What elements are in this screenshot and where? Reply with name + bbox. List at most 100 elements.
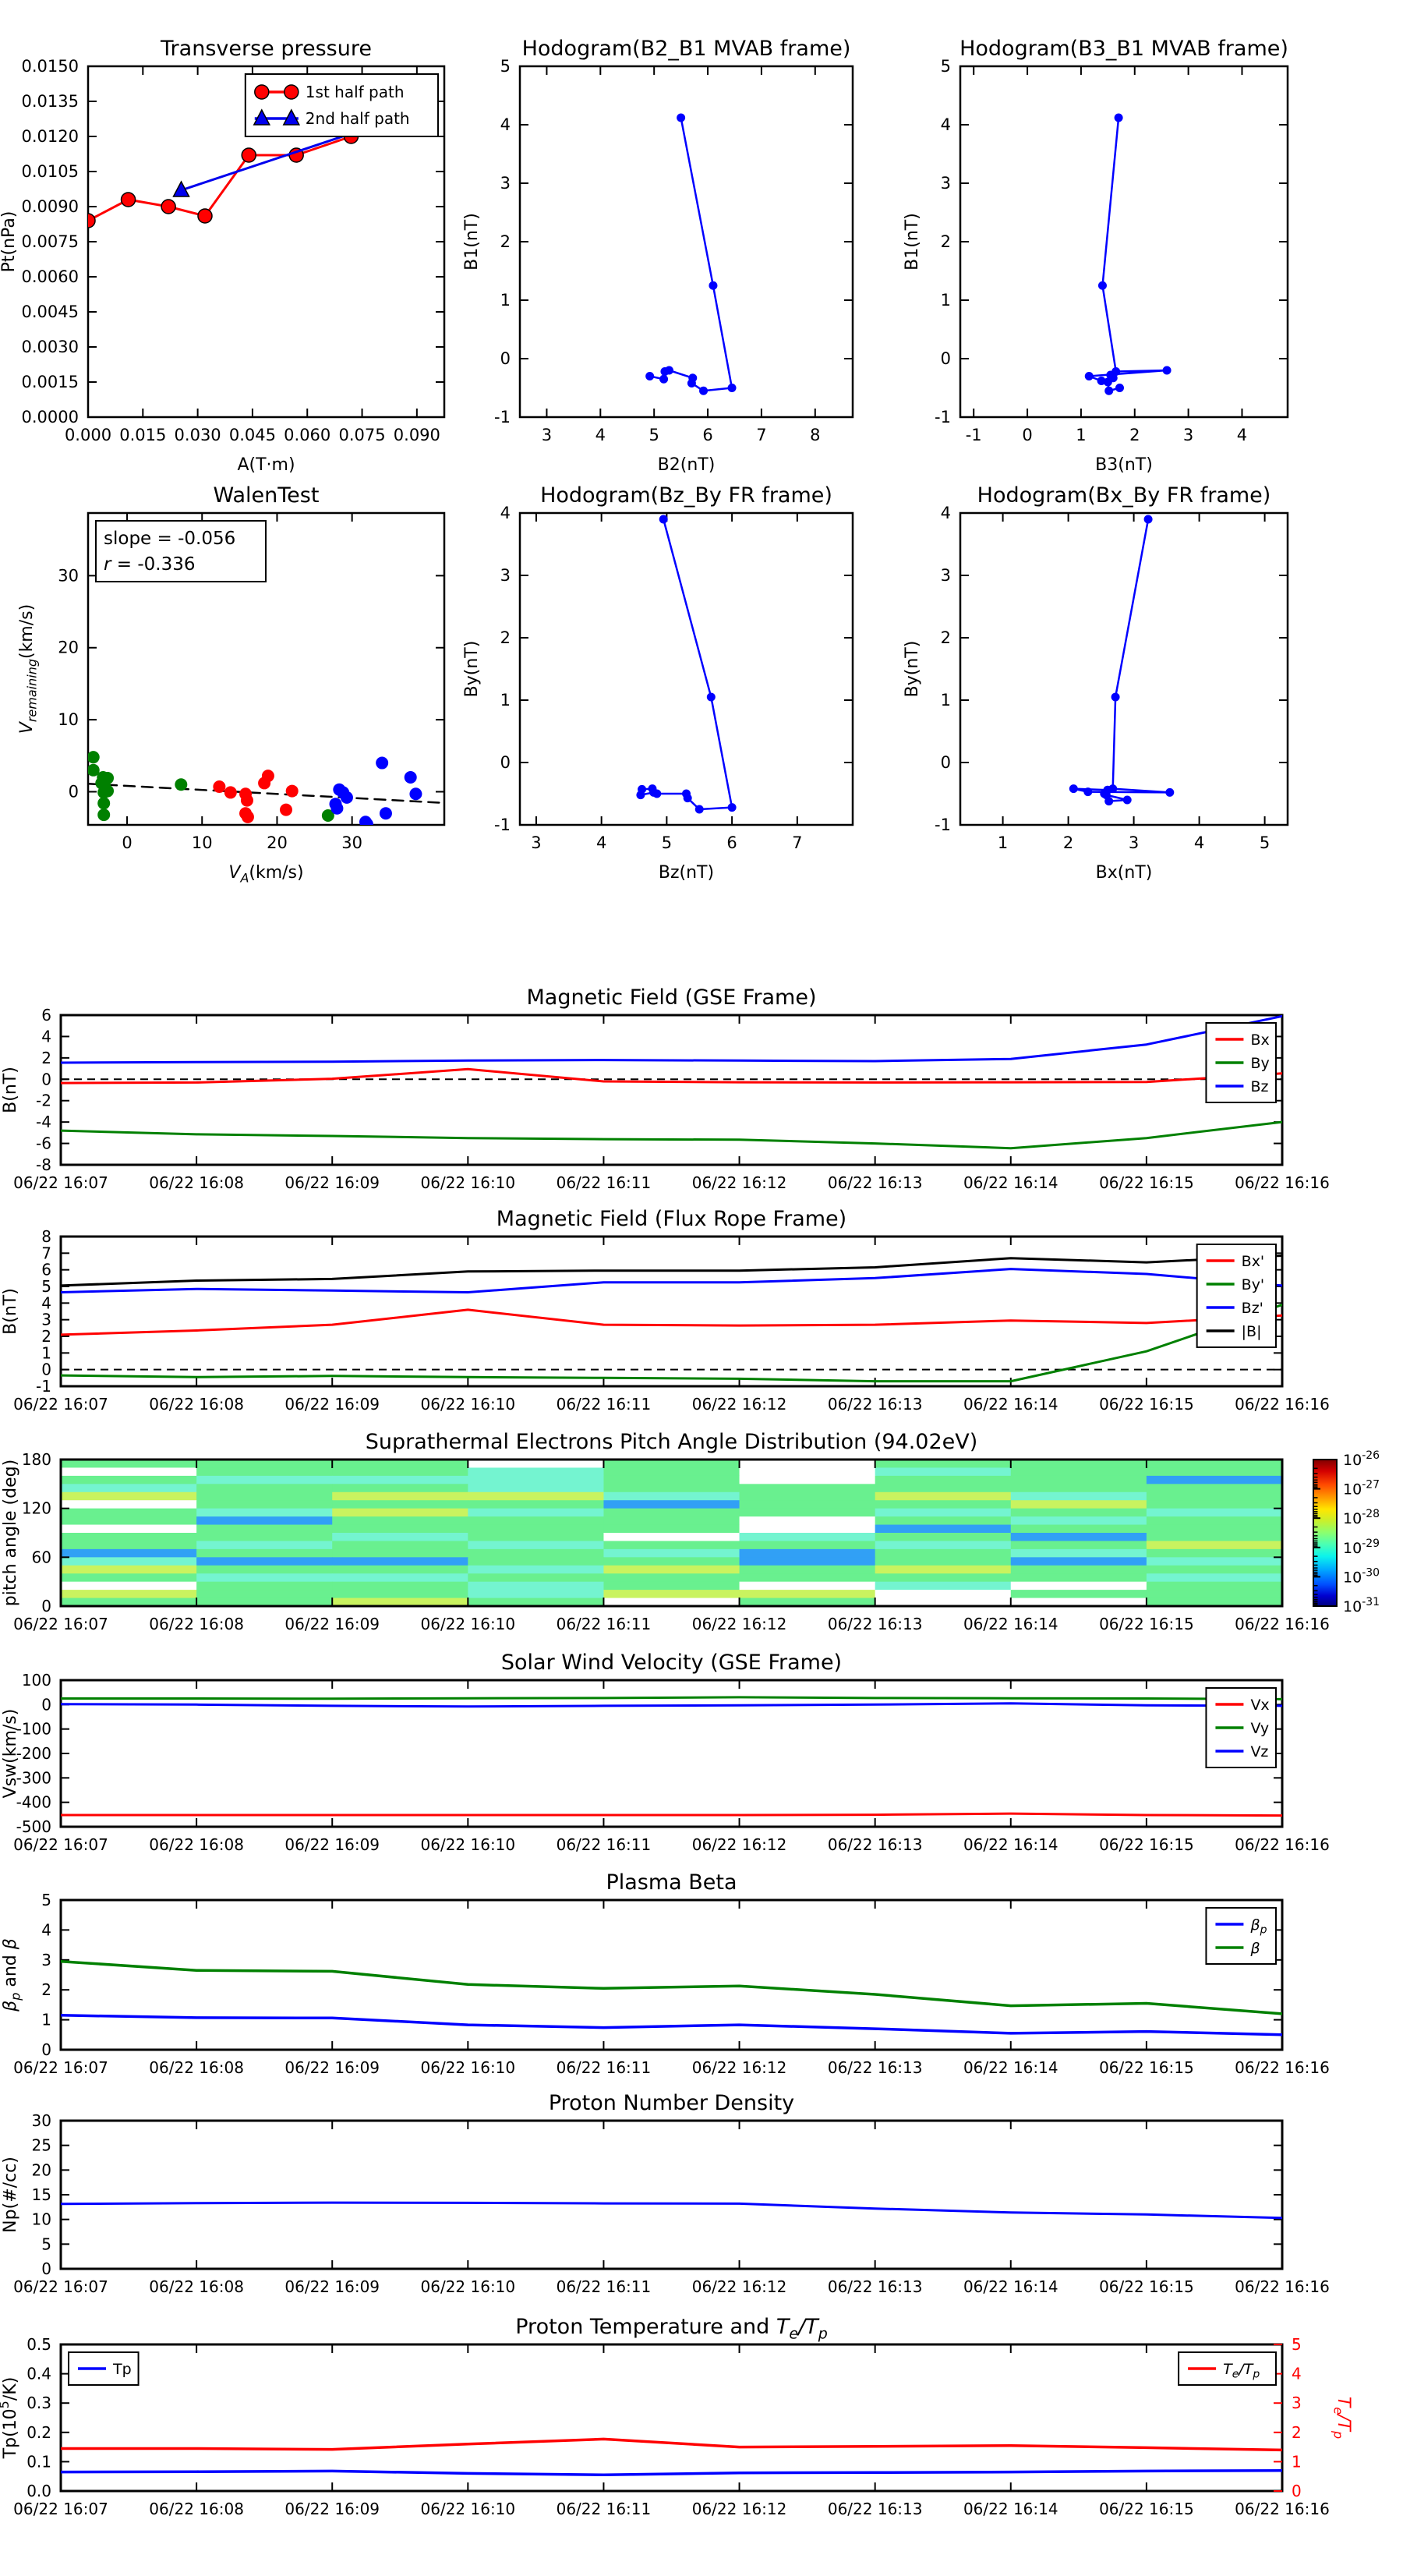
svg-text:3: 3 [1129, 833, 1139, 852]
panel-plasma-beta: 06/22 16:07 06/22 16:08 06/22 16:09 06/22 1… [1, 1870, 1330, 2077]
svg-text:6: 6 [702, 426, 712, 444]
svg-text:06/22 16:10: 06/22 16:10 [421, 1835, 516, 1854]
svg-text:0.3: 0.3 [27, 2394, 51, 2412]
svg-text:1: 1 [500, 291, 511, 310]
svg-text:06/22 16:10: 06/22 16:10 [421, 1173, 516, 1192]
svg-text:06/22 16:07: 06/22 16:07 [13, 2058, 108, 2077]
svg-text:3: 3 [531, 833, 541, 852]
svg-text:06/22 16:15: 06/22 16:15 [1099, 1835, 1194, 1854]
svg-text:βp: βp [1249, 1916, 1267, 1937]
svg-text:06/22 16:13: 06/22 16:13 [828, 2500, 923, 2518]
legend: Tp [68, 2351, 140, 2386]
svg-text:0: 0 [41, 1070, 51, 1088]
panel-proton-density: 06/22 16:07 06/22 16:08 06/22 16:09 06/22 1… [1, 2091, 1330, 2296]
svg-text:06/22 16:09: 06/22 16:09 [284, 1835, 380, 1854]
y-axis-label: Pt(nPa) [0, 211, 19, 273]
x-axis-label: Bx(nT) [1096, 863, 1153, 883]
svg-text:06/22 16:07: 06/22 16:07 [13, 2277, 108, 2296]
svg-text:0.000: 0.000 [65, 426, 111, 444]
svg-text:3: 3 [1292, 2394, 1302, 2412]
svg-text:-300: -300 [16, 1768, 51, 1787]
series-By' [61, 1304, 1282, 1383]
svg-text:06/22 16:08: 06/22 16:08 [149, 1835, 244, 1854]
svg-text:0.030: 0.030 [175, 426, 221, 444]
x-axis-label: B3(nT) [1095, 455, 1153, 475]
svg-text:3: 3 [41, 1951, 51, 1969]
svg-text:7: 7 [792, 833, 802, 852]
svg-text:Te/Tp: Te/Tp [1223, 2361, 1260, 2381]
svg-text:-4: -4 [36, 1113, 51, 1131]
svg-text:6: 6 [41, 1006, 51, 1024]
svg-text:3: 3 [542, 426, 552, 444]
svg-text:25: 25 [32, 2136, 51, 2155]
series-βp [61, 2014, 1282, 2036]
right-y-axis-label: Te/Tp [1331, 2397, 1353, 2439]
svg-text:20: 20 [58, 639, 79, 657]
svg-text:0.0015: 0.0015 [22, 373, 79, 391]
svg-text:06/22 16:14: 06/22 16:14 [963, 2058, 1058, 2077]
svg-text:1: 1 [500, 691, 511, 709]
svg-text:06/22 16:12: 06/22 16:12 [692, 1395, 787, 1414]
svg-text:06/22 16:11: 06/22 16:11 [557, 1835, 652, 1854]
svg-text:0.0030: 0.0030 [22, 338, 79, 356]
svg-text:-2: -2 [36, 1092, 51, 1110]
svg-text:06/22 16:09: 06/22 16:09 [284, 1395, 380, 1414]
x-axis-label: B2(nT) [658, 455, 716, 475]
series-Np [61, 2201, 1282, 2220]
svg-text:20: 20 [32, 2160, 51, 2179]
svg-text:06/22 16:11: 06/22 16:11 [557, 2277, 652, 2296]
x-axis-label: Bz(nT) [659, 863, 714, 883]
svg-text:4: 4 [1292, 2365, 1302, 2383]
svg-text:06/22 16:08: 06/22 16:08 [149, 1173, 244, 1192]
svg-text:-1: -1 [494, 408, 511, 426]
svg-text:0.0: 0.0 [27, 2482, 51, 2500]
svg-text:100: 100 [22, 1671, 51, 1690]
series-scatter-blue [329, 756, 422, 825]
panel-hodo-bxby: 1 2 3 4 5 -1 0 1 2 3 4 Hodogram(Bx_By FR frame) Bx(n… [903, 483, 1289, 883]
svg-text:06/22 16:12: 06/22 16:12 [692, 1615, 787, 1633]
svg-text:1: 1 [41, 2011, 51, 2029]
svg-text:8: 8 [41, 1227, 51, 1246]
svg-text:4: 4 [1237, 426, 1247, 444]
svg-text:0.075: 0.075 [338, 426, 385, 444]
chart-title: Plasma Beta [606, 1870, 737, 1895]
svg-text:1: 1 [941, 691, 951, 709]
svg-text:0: 0 [1022, 426, 1032, 444]
svg-text:0.0150: 0.0150 [22, 57, 79, 76]
svg-text:15: 15 [32, 2185, 51, 2204]
svg-text:0: 0 [941, 349, 951, 368]
svg-text:2: 2 [1129, 426, 1140, 444]
x-axis-label: VA(km/s) [228, 863, 303, 885]
svg-text:0.0120: 0.0120 [22, 127, 79, 146]
series-β [61, 1959, 1282, 2015]
svg-text:0.0105: 0.0105 [22, 162, 79, 181]
svg-text:0.0135: 0.0135 [22, 92, 79, 111]
chart-title: Hodogram(Bz_By FR frame) [540, 483, 832, 508]
legend: Vx Vy Vz [1205, 1687, 1277, 1768]
series-Bx [61, 1067, 1282, 1085]
svg-text:2: 2 [41, 1980, 51, 1999]
svg-text:06/22 16:13: 06/22 16:13 [828, 2058, 923, 2077]
svg-text:06/22 16:11: 06/22 16:11 [557, 1395, 652, 1414]
svg-text:-1: -1 [966, 426, 982, 444]
svg-text:0: 0 [69, 783, 79, 801]
series-Bx_By path [1069, 515, 1175, 806]
svg-text:20: 20 [267, 833, 288, 852]
svg-text:06/22 16:13: 06/22 16:13 [828, 1615, 923, 1633]
chart-title: Magnetic Field (Flux Rope Frame) [497, 1207, 846, 1231]
series-B3_B1 path [1084, 113, 1172, 395]
svg-text:4: 4 [500, 504, 511, 522]
svg-text:0.1: 0.1 [27, 2452, 51, 2471]
svg-text:06/22 16:10: 06/22 16:10 [421, 2058, 516, 2077]
svg-text:06/22 16:16: 06/22 16:16 [1235, 2500, 1330, 2518]
y-axis-label: B(nT) [1, 1288, 20, 1335]
svg-text:06/22 16:12: 06/22 16:12 [692, 2058, 787, 2077]
svg-text:5: 5 [500, 57, 511, 76]
svg-text:10: 10 [32, 2210, 51, 2229]
svg-text:06/22 16:12: 06/22 16:12 [692, 2277, 787, 2296]
svg-text:06/22 16:15: 06/22 16:15 [1099, 2277, 1194, 2296]
svg-text:30: 30 [58, 566, 79, 585]
svg-text:120: 120 [22, 1499, 51, 1518]
svg-text:06/22 16:09: 06/22 16:09 [284, 1615, 380, 1633]
y-axis-label: By(nT) [462, 641, 482, 698]
